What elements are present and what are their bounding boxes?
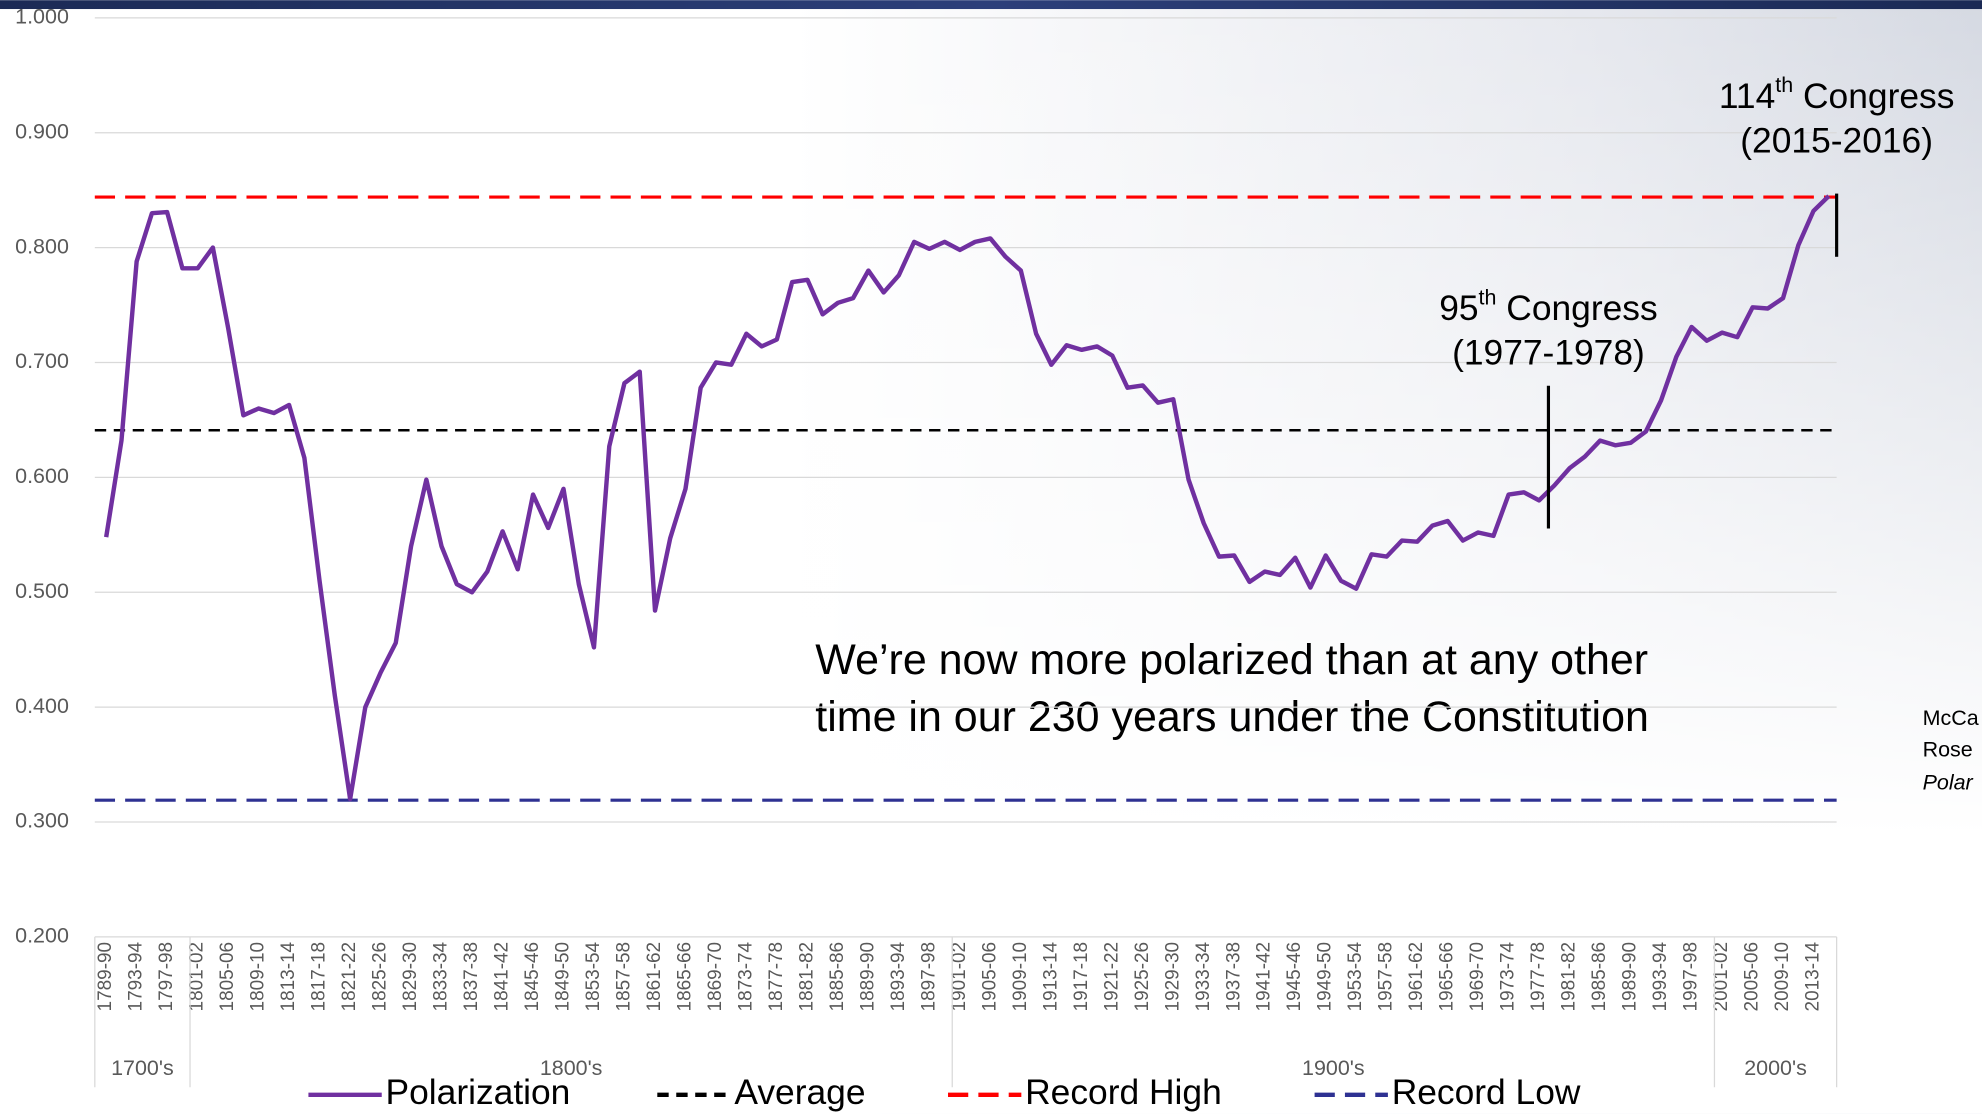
era-label: 2000's bbox=[1744, 1056, 1807, 1080]
x-tick-label: 1829-30 bbox=[400, 942, 421, 1012]
x-tick-label: 1853-54 bbox=[583, 942, 604, 1012]
x-tick-label: 1821-22 bbox=[339, 942, 360, 1012]
annotation: (2015-2016) bbox=[1740, 121, 1933, 160]
y-tick-label: 1.000 bbox=[15, 5, 69, 29]
y-tick-label: 0.200 bbox=[15, 924, 69, 948]
x-tick-label: 1833-34 bbox=[431, 942, 452, 1012]
x-tick-label: 1873-74 bbox=[735, 942, 756, 1012]
annotation-number: 114 bbox=[1719, 77, 1775, 116]
annotation: (1977-1978) bbox=[1452, 334, 1645, 373]
x-tick-label: 1957-58 bbox=[1376, 942, 1397, 1012]
message: time in our 230 years under the Constitu… bbox=[815, 693, 1649, 741]
x-tick-label: 1809-10 bbox=[248, 942, 269, 1012]
x-tick-label: 1977-78 bbox=[1528, 942, 1549, 1012]
y-tick-label: 0.600 bbox=[15, 464, 69, 488]
legend-label: Polarization bbox=[386, 1073, 571, 1112]
annotation: 95th Congress bbox=[1439, 285, 1658, 328]
x-tick-label: 1817-18 bbox=[309, 942, 330, 1012]
message: We’re now more polarized than at any oth… bbox=[815, 636, 1648, 684]
annotation-suffix: th bbox=[1479, 285, 1497, 309]
x-tick-label: 1937-38 bbox=[1223, 942, 1244, 1012]
x-tick-label: 2013-14 bbox=[1803, 942, 1824, 1012]
y-tick-label: 0.400 bbox=[15, 694, 69, 718]
x-tick-label: 1825-26 bbox=[370, 942, 391, 1012]
x-tick-label: 1961-62 bbox=[1406, 942, 1427, 1012]
x-tick-label: 1849-50 bbox=[553, 942, 574, 1012]
x-tick-label: 1953-54 bbox=[1345, 942, 1366, 1012]
x-tick-label: 1945-46 bbox=[1284, 942, 1305, 1012]
legend-label: Record High bbox=[1025, 1073, 1222, 1112]
x-tick-label: 1793-94 bbox=[126, 942, 147, 1012]
annotation-text: Congress bbox=[1496, 289, 1657, 328]
legend-label: Average bbox=[734, 1073, 865, 1112]
x-tick-label: 1949-50 bbox=[1315, 942, 1336, 1012]
x-tick-label: 2005-06 bbox=[1742, 942, 1763, 1012]
annotation-suffix: th bbox=[1775, 73, 1793, 97]
x-tick-label: 1913-14 bbox=[1040, 942, 1061, 1012]
source: Polar bbox=[1923, 771, 1974, 795]
era-label: 1900's bbox=[1302, 1056, 1365, 1080]
x-tick-label: 1933-34 bbox=[1193, 942, 1214, 1012]
x-tick-label: 1889-90 bbox=[857, 942, 878, 1012]
annotation: 114th Congress bbox=[1719, 73, 1955, 116]
x-tick-label: 1941-42 bbox=[1254, 942, 1275, 1012]
x-tick-label: 1965-66 bbox=[1437, 942, 1458, 1012]
x-tick-label: 1857-58 bbox=[613, 942, 634, 1012]
x-tick-label: 1837-38 bbox=[461, 942, 482, 1012]
x-tick-label: 1885-86 bbox=[827, 942, 848, 1012]
y-tick-label: 0.900 bbox=[15, 119, 69, 143]
x-tick-label: 1985-86 bbox=[1589, 942, 1610, 1012]
x-tick-label: 1877-78 bbox=[766, 942, 787, 1012]
x-tick-label: 1897-98 bbox=[918, 942, 939, 1012]
x-tick-label: 1929-30 bbox=[1162, 942, 1183, 1012]
era-label: 1700's bbox=[111, 1056, 174, 1080]
x-tick-label: 1893-94 bbox=[888, 942, 909, 1012]
x-tick-label: 1813-14 bbox=[278, 942, 299, 1012]
page: {"chart_data": { "type": "line", "catego… bbox=[0, 0, 1982, 1114]
x-tick-label: 1925-26 bbox=[1132, 942, 1153, 1012]
x-tick-label: 1993-94 bbox=[1650, 942, 1671, 1012]
x-tick-label: 1845-46 bbox=[522, 942, 543, 1012]
x-tick-label: 1905-06 bbox=[979, 942, 1000, 1012]
chart: We’re now more polarized than at any oth… bbox=[0, 0, 1982, 1114]
x-tick-label: 1909-10 bbox=[1010, 942, 1031, 1012]
legend-label: Record Low bbox=[1392, 1073, 1581, 1112]
x-tick-label: 2009-10 bbox=[1772, 942, 1793, 1012]
y-tick-label: 0.700 bbox=[15, 349, 69, 373]
x-tick-label: 1861-62 bbox=[644, 942, 665, 1012]
x-tick-label: 1969-70 bbox=[1467, 942, 1488, 1012]
x-tick-label: 1989-90 bbox=[1620, 942, 1641, 1012]
x-tick-label: 1841-42 bbox=[492, 942, 513, 1012]
y-tick-label: 0.300 bbox=[15, 809, 69, 833]
source: McCa bbox=[1923, 706, 1979, 730]
x-tick-label: 1997-98 bbox=[1681, 942, 1702, 1012]
y-tick-label: 0.800 bbox=[15, 234, 69, 258]
x-tick-label: 1917-18 bbox=[1071, 942, 1092, 1012]
x-tick-label: 1981-82 bbox=[1559, 942, 1580, 1012]
x-tick-label: 1797-98 bbox=[156, 942, 177, 1012]
y-tick-label: 0.500 bbox=[15, 579, 69, 603]
x-tick-label: 1805-06 bbox=[217, 942, 238, 1012]
x-tick-label: 1789-90 bbox=[95, 942, 116, 1012]
x-tick-label: 1865-66 bbox=[674, 942, 695, 1012]
source: Rose bbox=[1923, 738, 1973, 762]
annotation-number: 95 bbox=[1439, 289, 1478, 328]
annotation-text: Congress bbox=[1793, 77, 1954, 116]
x-tick-label: 1921-22 bbox=[1101, 942, 1122, 1012]
top-banner bbox=[0, 0, 1982, 9]
x-tick-label: 1973-74 bbox=[1498, 942, 1519, 1012]
x-tick-label: 1881-82 bbox=[796, 942, 817, 1012]
x-tick-label: 1869-70 bbox=[705, 942, 726, 1012]
